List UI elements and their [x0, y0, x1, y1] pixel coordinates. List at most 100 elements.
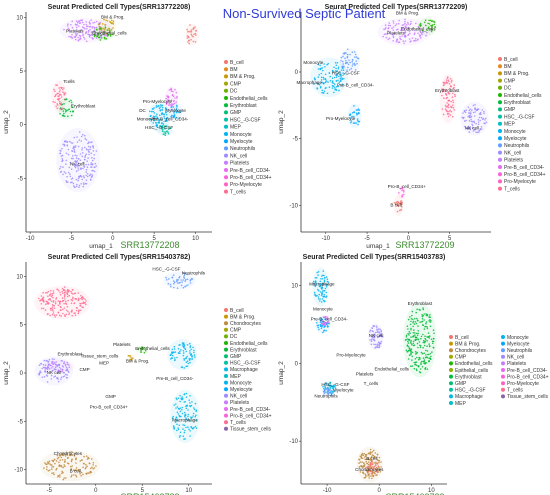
legend-label: CMP: [230, 328, 242, 334]
legend-label: DC: [504, 86, 512, 92]
cell-point: [87, 157, 89, 159]
cell-point: [472, 104, 475, 107]
cell-point: [73, 302, 76, 304]
legend-label: MEP: [230, 374, 242, 380]
cluster-label: MEP: [99, 360, 109, 365]
cell-point: [314, 281, 317, 284]
legend-swatch: [224, 407, 228, 411]
cell-point: [84, 146, 86, 149]
cell-point: [161, 126, 164, 128]
cell-point: [83, 36, 85, 39]
cell-point: [190, 348, 192, 351]
cell-point: [316, 87, 318, 89]
legend-label: HSC_-G-CSF: [504, 114, 535, 120]
cell-point: [79, 174, 82, 177]
cell-point: [317, 82, 319, 85]
cell-point: [55, 298, 57, 300]
cell-point: [188, 359, 191, 361]
cell-point: [73, 292, 76, 295]
legend-swatch: [498, 57, 502, 61]
cell-point: [403, 191, 405, 193]
cell-point: [362, 471, 364, 474]
cell-point: [66, 363, 69, 366]
cell-point: [69, 173, 71, 175]
cell-point: [337, 68, 340, 70]
cell-point: [71, 106, 74, 108]
cell-point: [42, 299, 45, 302]
cell-point: [410, 22, 412, 25]
cell-point: [318, 328, 320, 331]
cell-point: [82, 473, 84, 476]
cell-point: [469, 108, 472, 110]
cell-point: [67, 27, 70, 30]
cell-point: [48, 460, 51, 463]
cell-point: [160, 126, 163, 128]
cell-point: [406, 325, 409, 328]
legend-swatch: [449, 374, 453, 379]
cell-point: [78, 22, 81, 25]
cell-point: [51, 304, 54, 306]
cell-point: [335, 64, 338, 67]
cell-point: [173, 110, 175, 113]
cell-point: [61, 297, 64, 299]
legend-label: Platelets: [230, 400, 250, 406]
legend-label: Tissue_stem_cells: [507, 394, 548, 400]
cell-point: [410, 329, 412, 331]
legend-swatch: [224, 189, 228, 194]
cell-point: [106, 32, 108, 35]
cell-point: [472, 126, 474, 129]
cell-point: [165, 107, 167, 110]
cell-point: [82, 301, 85, 304]
cell-point: [185, 350, 187, 353]
cell-point: [413, 39, 416, 42]
cell-point: [328, 321, 330, 323]
cell-point: [413, 367, 416, 370]
cell-point: [183, 411, 186, 414]
cluster-label: Pro-Myelocyte: [336, 352, 366, 357]
y-tick-label: -10: [289, 203, 298, 209]
cell-point: [43, 366, 46, 369]
cell-point: [377, 346, 380, 349]
cell-point: [81, 459, 83, 461]
cell-point: [414, 332, 416, 334]
cell-point: [369, 458, 371, 461]
cell-point: [479, 128, 482, 130]
y-tick-label: 0: [20, 123, 24, 129]
cell-point: [421, 33, 423, 36]
cell-point: [189, 346, 191, 348]
cluster-label: NK cell: [465, 125, 480, 130]
cell-point: [86, 175, 89, 178]
cell-point: [420, 363, 422, 366]
cell-point: [183, 431, 186, 434]
legend-swatch: [501, 368, 505, 372]
cell-point: [50, 309, 52, 311]
cell-point: [325, 286, 328, 288]
sample-watermark: SRR15403782: [120, 492, 179, 495]
cell-point: [422, 339, 425, 342]
cell-point: [420, 362, 422, 364]
cell-point: [323, 293, 326, 296]
legend-label: GMP: [230, 110, 242, 116]
cell-point: [69, 175, 72, 178]
cell-point: [428, 23, 431, 25]
cell-point: [396, 38, 399, 40]
cluster-label: BM & Prog.: [126, 358, 150, 363]
cell-point: [52, 369, 54, 372]
cell-point: [158, 121, 160, 123]
cell-point: [358, 112, 360, 115]
cell-point: [163, 133, 165, 135]
y-tick-label: 10: [16, 15, 23, 21]
cell-point: [446, 81, 448, 84]
cell-point: [102, 27, 104, 30]
cell-point: [333, 91, 335, 94]
cell-point: [82, 175, 85, 177]
cell-point: [42, 292, 44, 294]
cell-point: [68, 312, 71, 314]
cell-point: [70, 24, 72, 26]
cell-point: [350, 121, 352, 124]
cell-point: [185, 361, 188, 364]
cell-point: [430, 355, 432, 358]
cell-point: [384, 28, 387, 30]
cell-point: [51, 459, 54, 462]
cell-point: [66, 175, 68, 178]
